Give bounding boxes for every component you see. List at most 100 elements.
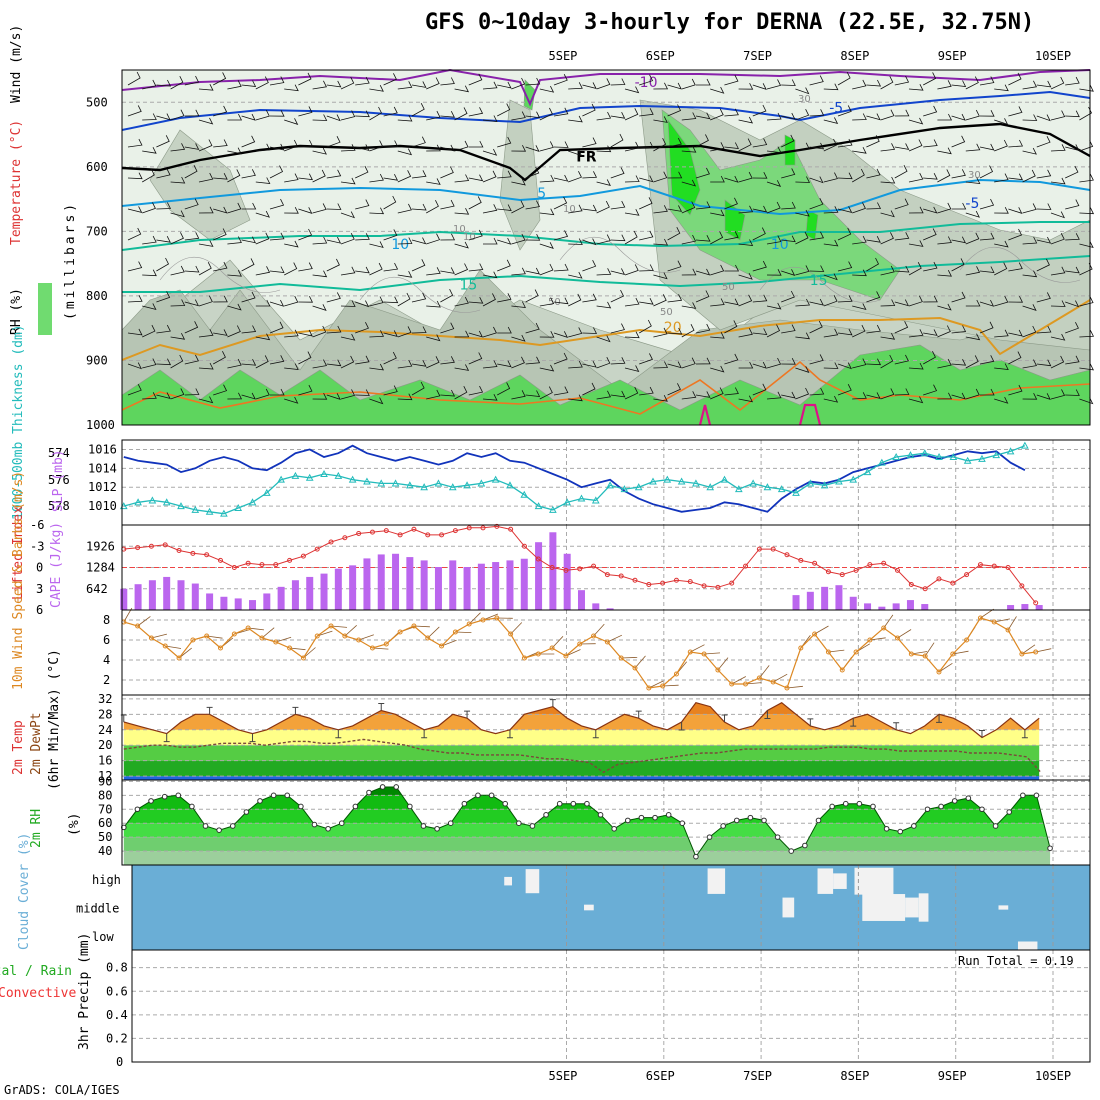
wind-barb — [227, 202, 242, 214]
wind-barb — [340, 300, 356, 307]
wind-barb — [454, 107, 468, 121]
wind-barb — [965, 232, 980, 245]
wind-barb — [426, 233, 441, 245]
wind-barb — [681, 146, 697, 153]
wind-barb — [610, 289, 625, 303]
wind-barb — [880, 388, 895, 400]
wind-barb — [411, 170, 427, 179]
wind-barb — [852, 147, 867, 154]
wind-barb — [880, 143, 896, 152]
wind-barb — [582, 137, 597, 148]
slp-tick-label: 1014 — [88, 461, 117, 475]
wind-barb — [511, 145, 527, 152]
wind-barb — [653, 294, 667, 307]
wind-barb — [269, 143, 285, 151]
wind-barb — [284, 173, 299, 183]
thickness-marker — [191, 505, 200, 513]
wind-barb — [369, 85, 384, 92]
wind-barb — [809, 231, 825, 241]
temperature-contour-label: 20 — [664, 320, 682, 336]
wind-barb — [593, 623, 605, 637]
wind-barb — [695, 167, 710, 179]
wind-barb — [269, 198, 285, 210]
wind-barb — [866, 291, 881, 303]
wind-barb — [206, 635, 223, 639]
cape-bar — [349, 565, 357, 610]
wind-barb — [923, 72, 937, 86]
wind-barb — [372, 647, 389, 650]
lifted-index-marker — [452, 528, 458, 534]
minmax-errorbar — [978, 730, 985, 738]
wind-barb — [766, 180, 782, 187]
wind-barb — [312, 80, 328, 90]
wind-barb — [866, 79, 882, 87]
wind-barb — [340, 76, 355, 90]
wind-barb — [994, 139, 1008, 152]
wind-barb — [312, 169, 326, 183]
wind-barb — [178, 647, 192, 659]
cloud-level-label: middle — [76, 902, 119, 916]
wind-barb — [610, 234, 626, 242]
wind-barb — [127, 384, 142, 396]
rh-marker — [897, 828, 904, 835]
cape-bar — [906, 600, 914, 610]
wind-barb — [298, 351, 312, 365]
wind-barb — [355, 144, 370, 151]
thickness-tick-label: 574 — [48, 446, 70, 460]
wind-barb — [795, 209, 810, 217]
cape-bar — [592, 603, 600, 610]
lifted-index-marker — [342, 535, 348, 541]
wind-barb — [142, 113, 157, 121]
wind-barb — [213, 261, 228, 272]
wind-barb — [880, 76, 894, 90]
wind-barb — [837, 384, 852, 396]
wind-barb — [413, 625, 430, 628]
rh-marker — [1006, 809, 1013, 815]
wind-barb — [937, 147, 952, 155]
wind-barb — [340, 211, 355, 219]
wind-barb — [184, 232, 200, 241]
wind-barb — [852, 303, 867, 310]
cape-bar — [434, 567, 442, 610]
wind-barb — [383, 330, 398, 337]
wind-barb — [198, 206, 214, 214]
credit-label: GrADS: COLA/IGES — [4, 1083, 120, 1097]
wind-barb — [923, 139, 938, 148]
rh-marker — [202, 823, 209, 829]
wind-barb — [908, 84, 924, 91]
wind-barb — [994, 295, 1009, 307]
wind-barb — [137, 616, 151, 627]
wind-barb — [624, 230, 638, 245]
wind-barb — [695, 201, 711, 210]
wind-barb — [1050, 144, 1066, 152]
wind-barb — [880, 299, 896, 307]
wind-barb — [355, 110, 370, 118]
wind-barb — [752, 383, 767, 396]
lifted-index-marker — [135, 545, 141, 551]
wind-speed-marker — [218, 645, 224, 651]
rh-marker — [1033, 792, 1040, 799]
wind-barb — [411, 136, 426, 148]
wind-barb — [710, 365, 725, 373]
wind-barb — [979, 321, 994, 334]
wind-barb — [468, 385, 484, 396]
wind-barb — [525, 322, 540, 334]
thickness-marker — [591, 496, 600, 504]
rh-tick-label: 90 — [98, 774, 112, 788]
wind-barb — [979, 165, 994, 179]
wind-barb — [624, 209, 640, 216]
temperature-band — [123, 760, 1040, 777]
wind-barb — [823, 273, 838, 281]
wind-barb — [994, 207, 1009, 214]
wind-barb — [738, 138, 752, 152]
wind-barb — [312, 325, 327, 338]
rh-marker — [148, 798, 154, 804]
wind-barb — [823, 239, 839, 247]
wind-barb — [298, 72, 312, 86]
wind-barb — [1079, 363, 1094, 371]
wind-barb — [752, 361, 767, 369]
wind-speed-marker — [397, 629, 403, 635]
wind-barb — [610, 323, 625, 334]
wind-barb — [553, 297, 569, 305]
lifted-index-marker — [618, 573, 624, 579]
